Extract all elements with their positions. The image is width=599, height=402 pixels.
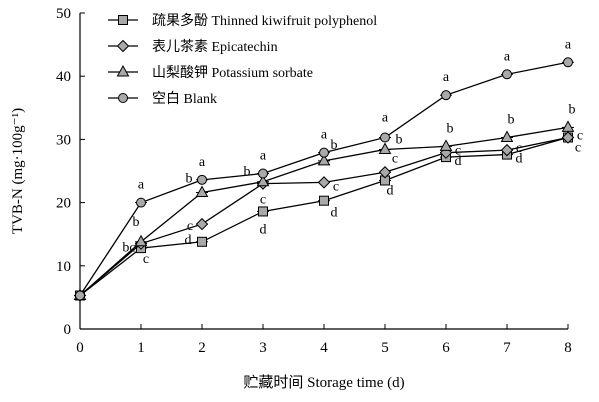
data-point — [197, 174, 207, 185]
x-tick-label: 0 — [76, 340, 84, 356]
significance-label: c — [143, 252, 149, 267]
y-tick-label: 30 — [56, 132, 71, 148]
data-point — [195, 217, 209, 231]
data-point — [195, 185, 209, 197]
significance-label: c — [392, 151, 398, 166]
significance-label: b — [508, 113, 515, 128]
x-tick-label: 3 — [259, 340, 267, 356]
legend-label: 空白 Blank — [152, 91, 217, 107]
legend-item: 空白 Blank — [108, 91, 217, 107]
data-point — [500, 130, 514, 143]
data-point — [441, 90, 451, 101]
significance-label: c — [455, 144, 461, 159]
data-point — [317, 176, 331, 189]
y-tick-label: 40 — [56, 69, 71, 85]
data-point — [134, 234, 148, 247]
data-point — [561, 120, 575, 132]
legend-marker — [118, 15, 128, 25]
significance-label: d — [331, 206, 338, 221]
significance-label: b — [447, 121, 454, 136]
legend-marker — [116, 39, 130, 53]
significance-label: a — [199, 155, 206, 170]
x-tick-label: 2 — [198, 340, 206, 356]
legend-item: 疏果多酚 Thinned kiwifruit polyphenol — [108, 12, 377, 29]
y-tick-label: 10 — [56, 259, 71, 275]
significance-label: c — [575, 141, 581, 156]
legend: 疏果多酚 Thinned kiwifruit polyphenol 表儿茶素 Ep… — [108, 12, 377, 107]
legend-marker — [116, 64, 130, 77]
data-point — [75, 290, 85, 301]
significance-label: b — [396, 133, 403, 148]
significance-label: d — [387, 183, 394, 198]
significance-label: b — [331, 138, 338, 153]
axes: 0 10 20 30 40 50 0 1 2 3 4 5 6 7 8 — [56, 6, 572, 356]
significance-label: a — [321, 128, 328, 143]
significance-label: a — [138, 178, 145, 193]
data-point — [197, 236, 207, 247]
data-point — [258, 206, 268, 217]
legend-label: 疏果多酚 Thinned kiwifruit polyphenol — [152, 12, 377, 29]
data-point — [256, 174, 270, 187]
y-tick-label: 50 — [56, 6, 71, 22]
x-axis-title: 贮藏时间 Storage time (d) — [243, 374, 404, 391]
legend-item: 表儿茶素 Epicatechin — [108, 39, 278, 55]
significance-label: a — [504, 49, 511, 64]
data-point — [500, 143, 514, 157]
y-axis-title: TVB-N (mg·100g⁻¹) — [10, 108, 26, 234]
significance-label: a — [443, 70, 450, 85]
y-tick-label: 0 — [64, 322, 72, 338]
x-tick-label: 4 — [320, 340, 328, 356]
significance-label: c — [187, 219, 193, 234]
x-tick-label: 8 — [564, 340, 572, 356]
y-tick-label: 20 — [56, 196, 71, 212]
significance-label: b — [569, 102, 576, 117]
x-tick-label: 1 — [137, 340, 145, 356]
series-layer — [73, 57, 575, 302]
x-tick-label: 5 — [381, 340, 389, 356]
data-point — [319, 147, 329, 158]
significance-label: a — [382, 111, 389, 126]
significance-label: a — [565, 37, 572, 52]
significance-label: a — [260, 149, 267, 164]
significance-label: d — [516, 152, 523, 167]
legend-item: 山梨酸钾 Potassium sorbate — [108, 64, 313, 81]
legend-label: 山梨酸钾 Potassium sorbate — [152, 65, 313, 81]
significance-label: d — [185, 233, 192, 248]
legend-label: 表儿茶素 Epicatechin — [152, 39, 278, 55]
legend-marker — [118, 93, 128, 103]
data-point — [561, 131, 575, 144]
data-point — [319, 195, 329, 206]
significance-label: d — [260, 222, 267, 237]
significance-label: bc — [122, 241, 135, 256]
data-point — [136, 197, 146, 208]
significance-label: c — [516, 141, 522, 156]
x-tick-label: 6 — [442, 340, 450, 356]
data-point — [378, 142, 392, 155]
significance-label: b — [133, 215, 140, 230]
significance-label: c — [333, 179, 339, 194]
significance-label: b — [244, 165, 251, 180]
data-point — [563, 57, 573, 68]
data-point — [378, 166, 392, 179]
x-tick-label: 7 — [503, 340, 511, 356]
series-triangle — [73, 120, 575, 301]
significance-label: c — [577, 129, 583, 144]
data-point — [317, 153, 331, 166]
data-point — [502, 69, 512, 80]
data-point — [258, 168, 268, 179]
series-circle — [74, 57, 574, 301]
significance-label: d — [455, 154, 462, 169]
data-point — [380, 132, 390, 143]
data-point — [439, 139, 453, 151]
significance-label: c — [260, 193, 266, 208]
significance-label: b — [186, 171, 193, 186]
